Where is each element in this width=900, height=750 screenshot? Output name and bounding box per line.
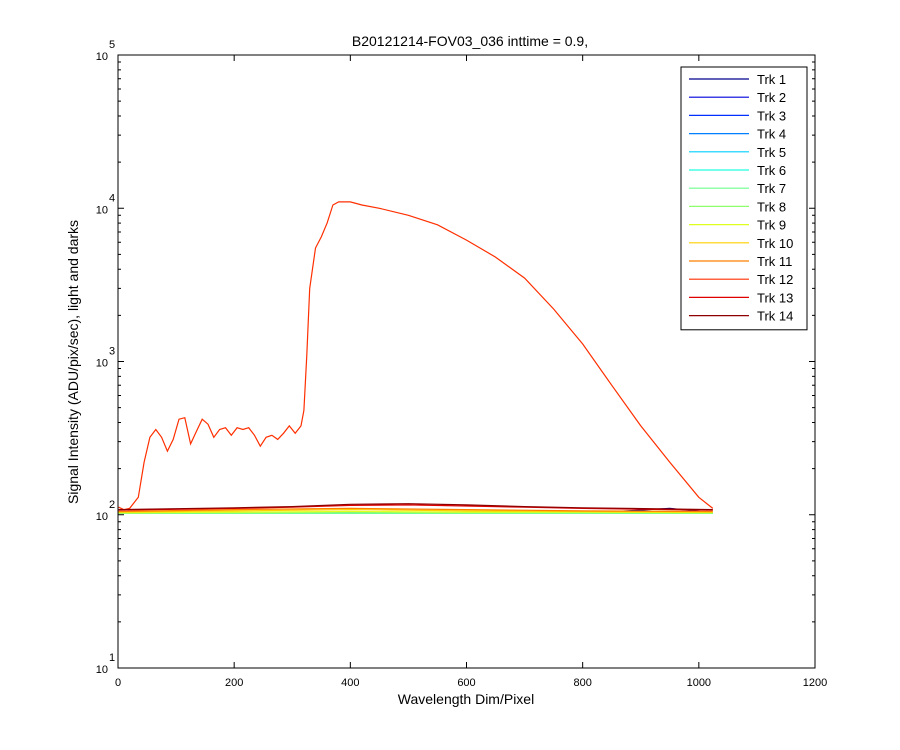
y-tick-label: 10 — [96, 204, 108, 216]
legend-label-3: Trk 3 — [757, 108, 786, 123]
x-tick-label: 1200 — [803, 677, 827, 689]
series-layer — [118, 201, 714, 515]
series-line-12 — [118, 201, 714, 511]
x-tick-label: 200 — [225, 677, 243, 689]
legend-label-5: Trk 5 — [757, 145, 786, 160]
x-tick-label: 0 — [115, 677, 121, 689]
legend-label-11: Trk 11 — [757, 254, 792, 269]
x-tick-label: 600 — [457, 677, 475, 689]
y-tick-exponent: 3 — [109, 346, 115, 358]
legend-box — [680, 66, 808, 331]
legend-label-4: Trk 4 — [757, 127, 786, 142]
legend-label-14: Trk 14 — [757, 309, 793, 324]
legend: Trk 1 Trk 2 Trk 3 Trk 4 Trk 5 Trk 6 Trk 7 Trk 8… — [680, 66, 808, 331]
x-axis-title: Wavelength Dim/Pixel — [398, 691, 534, 707]
y-tick-label: 10 — [96, 51, 108, 63]
y-tick-exponent: 5 — [109, 39, 115, 51]
legend-label-13: Trk 13 — [757, 290, 793, 305]
legend-label-10: Trk 10 — [757, 236, 793, 251]
x-tick-label: 800 — [573, 677, 591, 689]
legend-label-1: Trk 1 — [757, 72, 786, 87]
y-tick-exponent: 2 — [109, 499, 115, 511]
series-line-11 — [118, 507, 713, 513]
legend-label-12: Trk 12 — [757, 272, 793, 287]
y-tick-label: 10 — [96, 511, 108, 523]
x-tick-label: 400 — [341, 677, 359, 689]
series-line-14 — [118, 503, 713, 511]
legend-label-9: Trk 9 — [757, 218, 786, 233]
y-tick-exponent: 1 — [109, 652, 115, 664]
legend-label-6: Trk 6 — [757, 163, 786, 178]
y-tick-exponent: 4 — [109, 192, 115, 204]
series-line-10 — [118, 508, 713, 513]
chart-title: B20121214-FOV03_036 inttime = 0.9, — [352, 33, 588, 49]
y-axis-title: Signal Intensity (ADU/pix/sec), light an… — [65, 220, 81, 504]
y-tick-label: 10 — [96, 358, 108, 370]
y-tick-label: 10 — [96, 664, 108, 676]
x-tick-label: 1000 — [687, 677, 711, 689]
series-line-9 — [118, 510, 713, 514]
legend-label-7: Trk 7 — [757, 181, 786, 196]
legend-label-2: Trk 2 — [757, 90, 786, 105]
legend-label-8: Trk 8 — [757, 199, 786, 214]
